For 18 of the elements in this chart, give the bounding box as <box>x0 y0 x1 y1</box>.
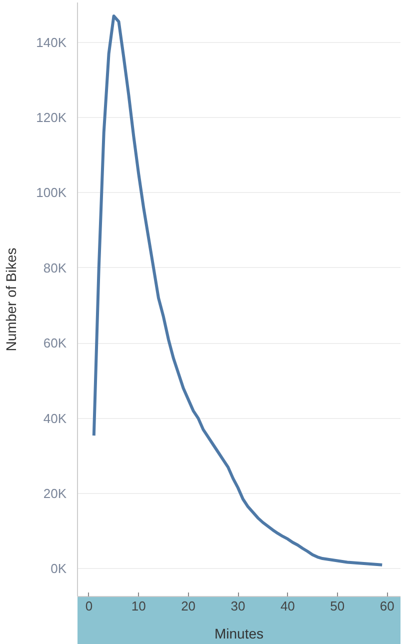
y-tick-label: 0K <box>50 561 67 576</box>
y-tick-label: 120K <box>36 110 67 126</box>
y-tick-label: 140K <box>36 34 67 50</box>
line-series <box>92 14 384 566</box>
y-axis-title: Number of Bikes <box>3 248 20 352</box>
x-tick-label: 10 <box>131 598 146 614</box>
y-tick-label: 80K <box>43 260 67 276</box>
x-tick-label: 60 <box>380 598 394 614</box>
y-tick-label: 60K <box>43 336 67 351</box>
y-tick-label: 20K <box>43 486 67 501</box>
y-tick-label: 100K <box>36 185 67 200</box>
x-tick-label: 30 <box>230 598 246 614</box>
y-tick-label: 40K <box>43 410 67 426</box>
x-tick-label: 40 <box>280 598 295 614</box>
x-axis-title: Minutes <box>214 626 264 642</box>
x-tick-label: 20 <box>181 598 196 614</box>
x-tick-label: 0 <box>85 598 93 614</box>
x-tick-label: 50 <box>330 598 345 614</box>
